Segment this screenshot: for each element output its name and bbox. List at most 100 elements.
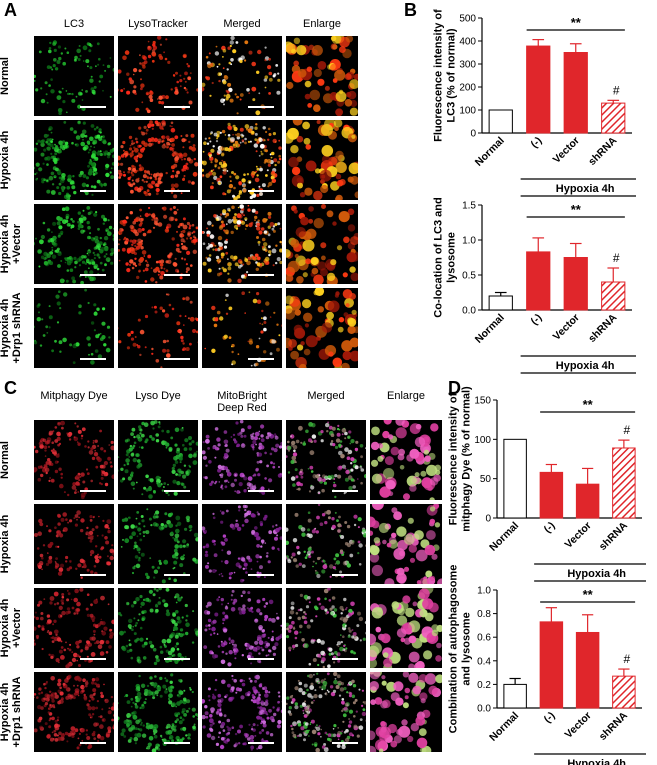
group-label: Hypoxia 4h [556,183,615,195]
scale-bar [80,358,106,360]
y-tick-label: 0.0 [477,704,491,715]
y-axis-label-line: mitphagy Dye (% of normal) [461,386,473,532]
y-tick-label: 400 [459,37,476,48]
bar- [539,471,564,519]
bar-vector [563,257,588,311]
scale-bar [80,574,106,576]
scale-bar [248,658,274,660]
category-label: Normal [473,135,507,169]
y-tick-label: 500 [459,14,476,25]
y-tick-label: 100 [459,106,476,117]
scale-bar [164,190,190,192]
scale-bar [164,742,190,744]
c-micrograph-tile [118,420,198,500]
a-micrograph-tile [118,288,198,368]
category-label: shRNA [586,311,620,345]
panel-letter-c: C [4,378,17,398]
a-column-header-0: LC3 [63,18,85,30]
y-tick-label: 1.0 [477,586,491,597]
category-label: (-) [542,710,558,726]
scale-bar [248,742,274,744]
category-label: shRNA [586,134,620,168]
scale-bar [248,490,274,492]
category-label: (-) [528,135,544,151]
category-label: Vector [551,312,582,343]
chart-lc3-lysosome-colocation: 0.0 0.5 1.0 1.5 Co-location of LC3 andlysoso… [433,197,636,374]
bar-normal [503,683,527,709]
panel-letter-a: A [4,0,17,20]
bar- [526,45,551,134]
scale-bar [332,490,358,492]
category-label: Vector [551,135,582,166]
a-micrograph-tile [34,288,114,368]
bar- [526,251,551,311]
c-micrograph-tile [370,420,442,500]
c-column-header-4: Enlarge [387,390,425,402]
c-micrograph-tile [286,420,366,500]
hash-marker: # [624,423,631,437]
c-column-header-1: Lyso Dye [135,390,181,402]
significance-marker: ** [583,397,594,412]
bar-vector [575,631,600,709]
a-micrograph-tile [118,120,198,200]
c-micrograph-tile [118,504,198,584]
hash-marker: # [624,652,631,666]
panel-letter-d: D [448,378,461,398]
significance-marker: ** [583,587,594,602]
scale-bar [248,274,274,276]
panel-letter-b: B [404,0,417,20]
a-column-header-2: Merged [223,18,261,30]
chart-autophagosome-lysosome-combination: 0.0 0.2 0.4 0.6 0.8 1.0 Combination of autopha… [448,565,646,765]
bar-shrna [612,675,636,709]
c-micrograph-tile [286,504,366,584]
scale-bar [332,742,358,744]
y-axis-label-line: Co-location of LC3 and [433,197,445,317]
c-column-header-2: MitoBright Deep Red [217,390,267,414]
a-micrograph-tile [118,36,198,116]
c-row-label-1: Hypoxia 4h [0,514,11,574]
c-row-label-0: Normal [0,441,11,479]
c-micrograph-tile [202,672,282,752]
scale-bar [164,106,190,108]
significance-marker: ** [571,15,582,30]
bar-shrna [612,447,636,519]
a-row-label-1: Hypoxia 4h [0,130,11,190]
scale-bar [80,190,106,192]
y-tick-label: 0.4 [477,656,491,667]
a-micrograph-tile [34,120,114,200]
bar-shrna [601,281,626,311]
c-micrograph-tile [370,504,442,584]
c-micrograph-tile [34,672,114,752]
y-axis-label-line: Fluorescence intensity of [433,9,445,142]
c-micrograph-tile [118,672,198,752]
a-row-label-2: Hypoxia 4h +Vector [0,214,23,274]
y-tick-label: 100 [474,435,491,446]
bar-normal [503,438,527,519]
c-row-label-2: Hypoxia 4h +Vector [0,598,23,658]
y-tick-label: 0.5 [462,271,476,282]
c-micrograph-tile [34,420,114,500]
y-axis-label: Co-location of LC3 andlysosome [433,197,458,317]
y-axis-label-line: LC3 (% of normal) [446,28,458,122]
category-label: (-) [542,520,558,536]
a-micrograph-tile [34,36,114,116]
c-micrograph-tile [34,504,114,584]
y-tick-label: 200 [459,83,476,94]
a-micrograph-tile [286,288,358,368]
y-tick-label: 0.0 [462,306,476,317]
scale-bar [80,490,106,492]
y-axis-label-line: Combination of autophagosome [448,565,460,734]
y-axis-label-line: and lysosome [461,612,473,685]
y-tick-label: 1.5 [462,201,476,212]
a-micrograph-tile [34,204,114,284]
a-micrograph-tile [202,120,282,200]
c-micrograph-tile [202,420,282,500]
category-label: shRNA [597,519,631,553]
c-micrograph-tile [370,588,442,668]
scale-bar [332,658,358,660]
category-label: Normal [473,312,507,346]
category-label: Normal [487,710,521,744]
y-tick-label: 1.0 [462,236,476,247]
